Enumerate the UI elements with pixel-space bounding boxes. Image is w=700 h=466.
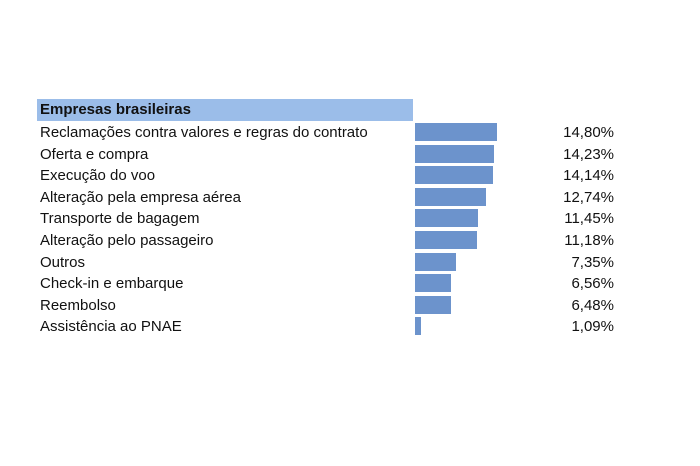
chart-row: Alteração pela empresa aérea 12,74% xyxy=(0,187,700,209)
category-label: Alteração pela empresa aérea xyxy=(40,188,241,206)
bar xyxy=(415,231,477,249)
category-label: Transporte de bagagem xyxy=(40,210,200,228)
category-label: Reclamações contra valores e regras do c… xyxy=(40,124,368,141)
category-label: Assistência ao PNAE xyxy=(40,318,182,336)
bar xyxy=(415,252,456,271)
bar xyxy=(415,123,497,141)
chart-row: Check-in e embarque 6,56% xyxy=(0,273,700,295)
chart-row: Reclamações contra valores e regras do c… xyxy=(0,122,700,144)
chart-title: Empresas brasileiras xyxy=(40,101,191,118)
value-label: 14,80% xyxy=(563,124,614,141)
value-label: 6,56% xyxy=(571,275,614,293)
value-label: 6,48% xyxy=(571,296,614,314)
title-band xyxy=(37,99,413,121)
value-label: 1,09% xyxy=(571,318,614,336)
chart-row: Alteração pelo passageiro 11,18% xyxy=(0,230,700,252)
bar xyxy=(415,274,452,293)
value-label: 11,18% xyxy=(564,232,614,249)
category-label: Oferta e compra xyxy=(40,145,149,163)
category-label: Execução do voo xyxy=(40,167,156,185)
chart-row: Execução do voo 14,14% xyxy=(0,165,700,187)
category-label: Check-in e embarque xyxy=(40,275,184,293)
value-label: 14,14% xyxy=(563,167,614,185)
bar xyxy=(415,209,479,228)
category-label: Reembolso xyxy=(40,296,116,314)
category-label: Outros xyxy=(40,253,86,271)
chart-row: Reembolso 6,48% xyxy=(0,295,700,317)
bar xyxy=(415,317,422,336)
value-label: 14,23% xyxy=(563,145,614,163)
bar xyxy=(415,295,451,314)
bar xyxy=(415,166,494,185)
chart-row: Outros 7,35% xyxy=(0,252,700,274)
category-label: Alteração pelo passageiro xyxy=(40,232,214,249)
chart-row: Transporte de bagagem 11,45% xyxy=(0,208,700,230)
chart-row: Assistência ao PNAE 1,09% xyxy=(0,316,700,338)
bar xyxy=(415,187,486,206)
value-label: 12,74% xyxy=(563,188,614,206)
bar xyxy=(415,144,494,163)
chart-row: Oferta e compra 14,23% xyxy=(0,144,700,166)
value-label: 11,45% xyxy=(564,210,614,228)
value-label: 7,35% xyxy=(571,253,614,271)
